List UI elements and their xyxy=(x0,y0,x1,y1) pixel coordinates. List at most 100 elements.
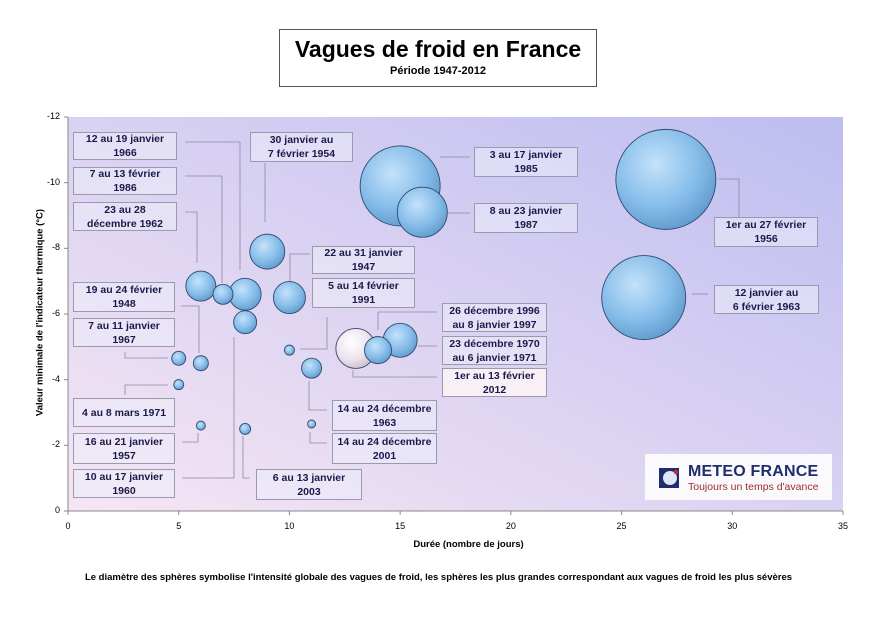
y-axis-label: Valeur minimale de l'indicateur thermiqu… xyxy=(34,208,46,417)
leader-line xyxy=(182,337,235,479)
y-tick-label: -4 xyxy=(51,373,60,384)
bubble-22-au-31-janvier-1947 xyxy=(272,281,306,315)
data-label-line: décembre 1962 xyxy=(87,217,163,230)
data-label-line: 14 au 24 décembre xyxy=(337,402,432,415)
y-tick-label: -10 xyxy=(46,176,60,187)
data-label-line: 19 au 24 février xyxy=(85,284,163,296)
bubble-12-au-19-janvier-1966 xyxy=(228,277,262,311)
bubble-8-au-23-janvier-1987 xyxy=(396,186,448,238)
chart-caption: Le diamètre des sphères symbolise l'inte… xyxy=(84,572,793,583)
data-label-line: 12 janvier au xyxy=(734,286,799,299)
data-label: 4 au 8 mars 1971 xyxy=(73,398,175,427)
leader-line xyxy=(377,311,437,330)
x-tick-label: 20 xyxy=(505,521,516,531)
data-label-line: 14 au 24 décembre xyxy=(337,435,432,448)
data-label-line: 2001 xyxy=(372,449,397,462)
data-label-line: 1956 xyxy=(754,233,778,245)
data-label-line: 7 février 1954 xyxy=(267,148,336,160)
y-tick-label: 0 xyxy=(54,505,60,515)
data-label-line: 3 au 17 janvier xyxy=(489,149,563,161)
y-tick-label: -2 xyxy=(51,439,60,450)
leader-line xyxy=(185,141,241,270)
chart-subtitle: Période 1947-2012 xyxy=(389,65,486,77)
data-label: 23 décembre 1970 au 6 janvier 1971 xyxy=(442,336,547,365)
data-label-line: 1957 xyxy=(112,449,136,462)
data-label-line: 4 au 8 mars 1971 xyxy=(81,406,167,419)
data-label: 30 janvier au 7 février 1954 xyxy=(250,132,353,162)
data-label-line: 1985 xyxy=(514,163,538,175)
data-label-line: 1er au 27 février xyxy=(725,219,807,231)
x-tick-label: 25 xyxy=(616,521,627,531)
y-tick-label: -8 xyxy=(51,242,60,253)
data-label: 22 au 31 janvier 1947 xyxy=(312,246,415,274)
leader-line xyxy=(182,433,199,443)
bubble-4-au-8-mars-1971 xyxy=(173,379,185,391)
data-label: 10 au 17 janvier 1960 xyxy=(73,469,175,498)
leader-line xyxy=(181,305,200,353)
data-label: 6 au 13 janvier 2003 xyxy=(256,469,362,500)
data-label-line: 1er au 13 février xyxy=(454,369,535,382)
leader-line xyxy=(185,175,223,283)
bubble-26-d-cembre-1996-au-8-janvier-1997 xyxy=(364,336,392,365)
data-label-line: 1947 xyxy=(351,261,376,273)
bubble-16-au-21-janvier-1957 xyxy=(195,420,206,431)
data-label: 1er au 27 février 1956 xyxy=(714,217,818,247)
meteo-france-emblem-icon xyxy=(659,468,679,488)
data-label: 16 au 21 janvier 1957 xyxy=(73,433,175,464)
data-label: 19 au 24 février 1948 xyxy=(73,282,175,312)
x-tick-label: 30 xyxy=(727,521,738,531)
data-label: 7 au 11 janvier 1967 xyxy=(73,318,175,347)
data-label: 1er au 13 février 2012 xyxy=(442,368,547,397)
data-label: 7 au 13 février 1986 xyxy=(73,167,177,195)
logo-name: METEO FRANCE xyxy=(688,463,819,480)
leader-line xyxy=(124,352,168,359)
data-label-line: 1967 xyxy=(112,333,136,346)
leader-line xyxy=(300,317,328,350)
data-label: 23 au 28 décembre 1962 xyxy=(73,202,177,231)
data-label-line: 1991 xyxy=(351,294,376,306)
chart-title: Vagues de froid en France xyxy=(294,36,582,62)
data-label-line: 10 au 17 janvier xyxy=(84,470,164,483)
leader-line xyxy=(242,436,250,479)
leader-line xyxy=(185,211,198,263)
meteo-france-logo: METEO FRANCE Toujours un temps d'avance xyxy=(645,454,832,500)
x-tick-label: 5 xyxy=(176,521,182,531)
bubble-12-janvier-au-6-f-vrier-1963 xyxy=(601,255,687,341)
bubble-1er-au-27-f-vrier-1956 xyxy=(615,128,717,230)
data-label: 14 au 24 décembre 1963 xyxy=(332,400,437,431)
data-label-line: 2012 xyxy=(482,383,507,396)
data-label: 3 au 17 janvier 1985 xyxy=(474,147,578,177)
data-label-line: 26 décembre 1996 xyxy=(449,304,540,317)
data-label-line: 2003 xyxy=(297,485,321,498)
data-label-line: 7 au 11 janvier xyxy=(88,319,160,332)
bubble-14-au-24-d-cembre-2001 xyxy=(307,419,317,429)
x-tick-label: 35 xyxy=(837,521,848,531)
data-label-line: 6 février 1963 xyxy=(732,300,801,313)
leader-line xyxy=(352,370,437,378)
data-label-line: 12 au 19 janvier xyxy=(85,133,165,145)
bubble-6-au-13-janvier-2003 xyxy=(239,422,252,435)
y-tick-label: -6 xyxy=(51,308,60,318)
data-label-line: 16 au 21 janvier xyxy=(84,435,164,448)
logo-tagline: Toujours un temps d'avance xyxy=(688,481,819,493)
data-label: 14 au 24 décembre 2001 xyxy=(332,433,437,464)
data-label: 8 au 23 janvier 1987 xyxy=(474,203,578,233)
data-label: 12 au 19 janvier 1966 xyxy=(73,132,177,160)
y-tick-label: -12 xyxy=(46,111,60,121)
title-box: Vagues de froid en France Période 1947-2… xyxy=(279,29,597,87)
data-label-line: 5 au 14 février xyxy=(328,280,399,292)
data-label-line: 8 au 23 janvier xyxy=(489,205,563,217)
bubble-7-au-13-f-vrier-1986 xyxy=(212,283,234,305)
leader-line xyxy=(124,384,168,395)
x-tick-label: 10 xyxy=(284,521,295,531)
data-label-line: 1960 xyxy=(112,484,136,497)
bubble-19-au-24-f-vrier-1948 xyxy=(192,355,209,372)
bubble-10-au-17-janvier-1960 xyxy=(233,310,258,335)
data-label-line: 30 janvier au xyxy=(269,134,334,146)
bubble-14-au-24-d-cembre-1963 xyxy=(301,357,323,379)
bubble-23-au-28-d-cembre-1962 xyxy=(185,270,217,302)
data-label: 26 décembre 1996 au 8 janvier 1997 xyxy=(442,303,547,332)
bubble-5-au-14-f-vrier-1991 xyxy=(283,344,295,356)
